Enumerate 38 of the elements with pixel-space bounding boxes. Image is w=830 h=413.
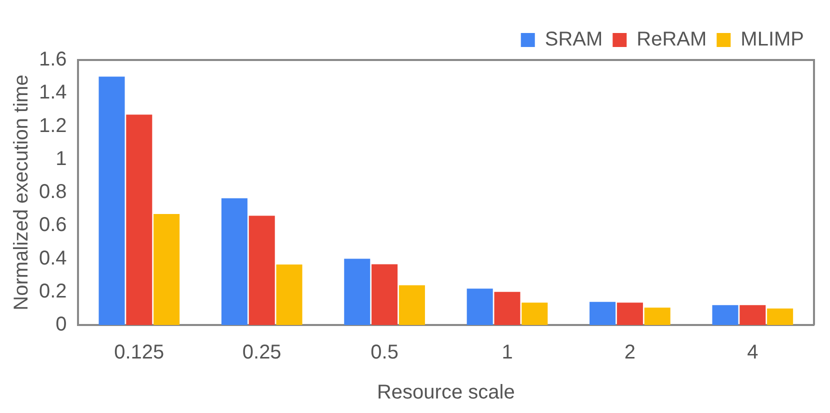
- bar: [522, 302, 548, 325]
- y-axis-title: Normalized execution time: [10, 74, 33, 310]
- bar: [616, 302, 643, 325]
- bar: [276, 264, 302, 325]
- bar: [98, 76, 125, 325]
- y-tick-label: 1.6: [38, 48, 67, 71]
- legend-label: SRAM: [544, 28, 603, 51]
- bar: [590, 302, 616, 325]
- legend-label: MLIMP: [740, 28, 804, 51]
- y-tick-label: 1.4: [38, 82, 67, 104]
- y-tick-label: 1: [56, 148, 67, 170]
- bar: [126, 114, 152, 325]
- bar: [398, 285, 425, 325]
- x-axis-title: Resource scale: [376, 382, 515, 404]
- bar: [344, 258, 370, 325]
- y-tick-label: 0.8: [38, 181, 67, 204]
- bar: [221, 198, 248, 325]
- bar: [767, 308, 794, 325]
- x-tick-label: 0.5: [370, 342, 398, 364]
- y-tick-label: 0: [56, 314, 67, 336]
- y-tick-label: 0.6: [38, 214, 67, 236]
- y-tick-label: 1.2: [38, 114, 67, 137]
- bar: [712, 305, 738, 325]
- legend-label: ReRAM: [636, 28, 707, 51]
- y-tick-label: 0.4: [38, 247, 67, 270]
- x-tick-label: 1: [502, 342, 513, 364]
- bar: [740, 305, 766, 325]
- bar: [494, 292, 520, 325]
- bar: [644, 308, 670, 325]
- y-tick-label: 0.2: [38, 280, 67, 302]
- x-tick-label: 0.125: [114, 342, 164, 364]
- x-tick-label: 0.25: [242, 342, 282, 364]
- bar: [154, 214, 180, 325]
- x-tick-label: 2: [624, 342, 636, 364]
- bar: [372, 264, 398, 325]
- x-tick-label: 4: [747, 342, 758, 364]
- bar: [248, 216, 275, 325]
- bar: [466, 288, 493, 325]
